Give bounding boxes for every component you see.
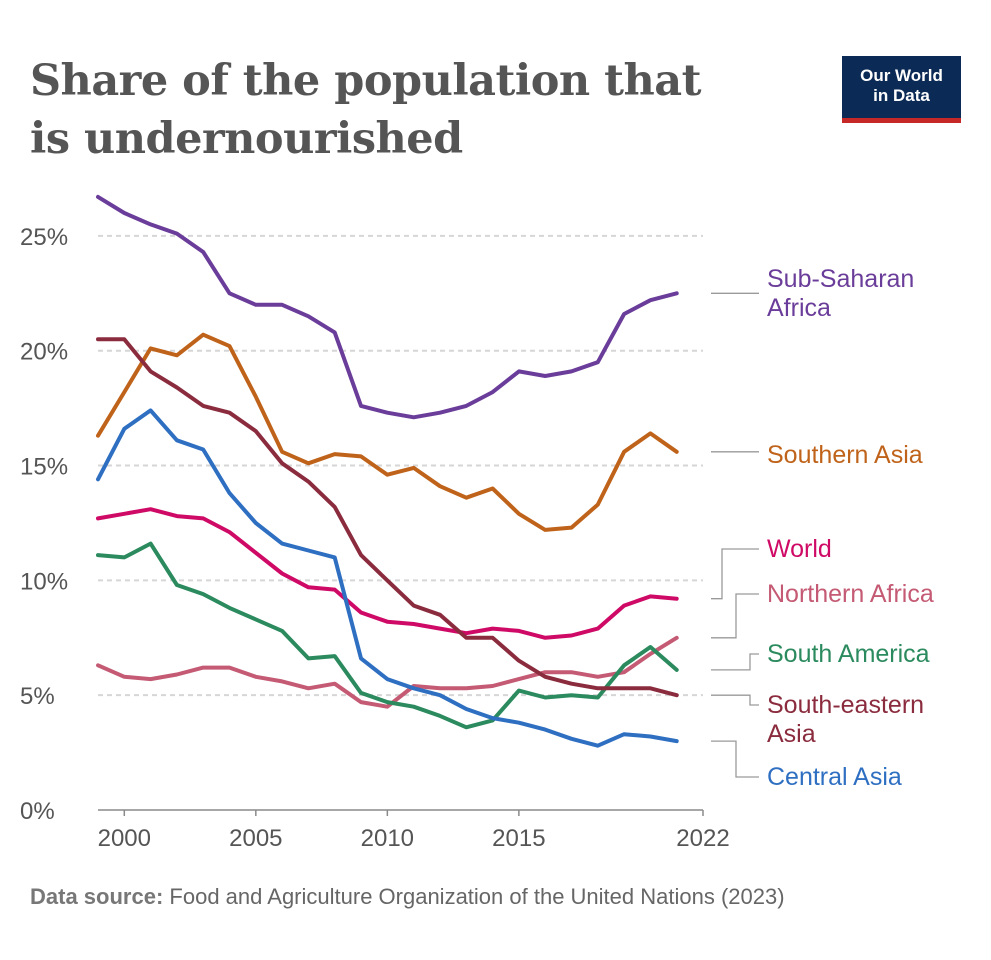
source-label: Data source: <box>30 884 164 909</box>
series-line <box>96 337 679 698</box>
source-text: Food and Agriculture Organization of the… <box>169 884 785 909</box>
series-lines <box>96 194 679 748</box>
series-label: Africa <box>767 294 831 322</box>
series-line <box>96 332 679 532</box>
series-label: South America <box>767 640 930 668</box>
y-tick-label: 10% <box>20 568 68 595</box>
series-line <box>96 541 679 730</box>
y-axis-ticks: 0% 5% 10% 15% 20% 25% <box>20 224 68 825</box>
y-tick-label: 25% <box>20 224 68 251</box>
x-tick-label: 2022 <box>676 825 729 852</box>
series-label: Northern Africa <box>767 580 934 608</box>
logo-line-1: Our World <box>860 66 943 85</box>
label-connector <box>711 548 759 600</box>
line-chart: 0% 5% 10% 15% 20% 25% 2000 2005 2010 2015 2022 Su… <box>20 194 934 852</box>
y-tick-label: 0% <box>20 798 55 825</box>
series-label: Southern Asia <box>767 441 923 469</box>
x-axis: 2000 2005 2010 2015 2022 <box>98 809 730 852</box>
label-connector <box>711 694 759 706</box>
y-tick-label: 15% <box>20 454 68 481</box>
logo-line-2: in Data <box>873 86 930 105</box>
data-source: Data source: Food and Agriculture Organi… <box>30 884 785 910</box>
label-connector <box>711 740 759 778</box>
series-label: South-eastern <box>767 691 924 719</box>
series-line <box>96 635 679 709</box>
series-label: Asia <box>767 720 816 748</box>
x-tick-label: 2015 <box>492 825 545 852</box>
series-label: Central Asia <box>767 763 902 791</box>
series-line <box>96 408 679 748</box>
series-line <box>96 507 679 640</box>
label-connector <box>711 653 759 671</box>
x-tick-label: 2010 <box>361 825 414 852</box>
owid-logo[interactable]: Our World in Data <box>842 56 961 123</box>
gridlines <box>98 234 703 697</box>
series-line <box>96 194 679 420</box>
x-tick-label: 2005 <box>229 825 282 852</box>
label-connector <box>711 593 759 639</box>
series-label: Sub-Saharan <box>767 265 914 293</box>
y-tick-label: 5% <box>20 683 55 710</box>
y-tick-label: 20% <box>20 339 68 366</box>
x-tick-label: 2000 <box>98 825 151 852</box>
series-label: World <box>767 535 832 563</box>
chart-title: Share of the population that is undernou… <box>30 56 702 164</box>
